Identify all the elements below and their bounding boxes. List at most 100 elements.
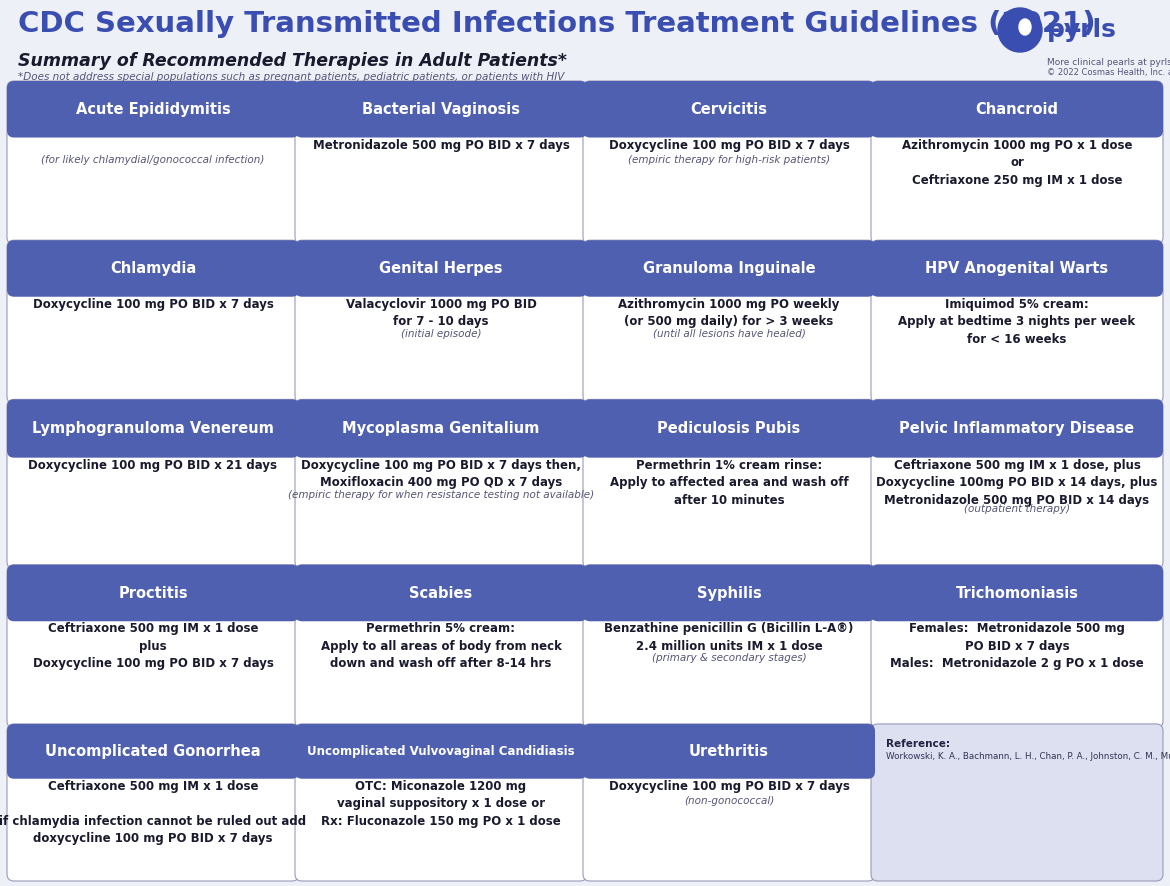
Ellipse shape <box>1019 19 1031 35</box>
Text: © 2022 Cosmas Health, Inc. and/or its affiliates. All rights reserved.: © 2022 Cosmas Health, Inc. and/or its af… <box>1047 68 1170 77</box>
Text: Trichomoniasis: Trichomoniasis <box>956 586 1079 601</box>
Text: pyrls: pyrls <box>1047 18 1117 42</box>
Bar <box>14 753 292 772</box>
Text: (outpatient therapy): (outpatient therapy) <box>964 504 1071 514</box>
Text: Doxycycline 100 mg PO BID x 7 days: Doxycycline 100 mg PO BID x 7 days <box>33 298 274 311</box>
Text: Ceftriaxone 500 mg IM x 1 dose
plus
Doxycycline 100 mg PO BID x 7 days: Ceftriaxone 500 mg IM x 1 dose plus Doxy… <box>33 622 274 671</box>
Bar <box>590 270 868 290</box>
FancyBboxPatch shape <box>7 81 300 245</box>
Text: CDC Sexually Transmitted Infections Treatment Guidelines (2021): CDC Sexually Transmitted Infections Trea… <box>18 10 1095 38</box>
Text: Doxycycline 100 mg PO BID x 7 days: Doxycycline 100 mg PO BID x 7 days <box>608 780 849 793</box>
FancyBboxPatch shape <box>7 400 300 569</box>
Text: Bacterial Vaginosis: Bacterial Vaginosis <box>362 102 519 117</box>
Text: Pediculosis Pubis: Pediculosis Pubis <box>658 421 800 436</box>
FancyBboxPatch shape <box>583 240 875 403</box>
FancyBboxPatch shape <box>295 564 587 621</box>
Text: (initial episode): (initial episode) <box>401 329 481 338</box>
Text: Cervicitis: Cervicitis <box>690 102 768 117</box>
Text: Benzathine penicillin G (Bicillin L-A®)
2.4 million units IM x 1 dose: Benzathine penicillin G (Bicillin L-A®) … <box>605 622 854 653</box>
Text: (until all lesions have healed): (until all lesions have healed) <box>653 329 805 338</box>
Text: Pelvic Inflammatory Disease: Pelvic Inflammatory Disease <box>900 421 1135 436</box>
FancyBboxPatch shape <box>870 240 1163 403</box>
FancyBboxPatch shape <box>870 240 1163 297</box>
Text: Permethrin 5% cream:
Apply to all areas of body from neck
down and wash off afte: Permethrin 5% cream: Apply to all areas … <box>321 622 562 671</box>
Bar <box>590 595 868 614</box>
Text: Summary of Recommended Therapies in Adult Patients*: Summary of Recommended Therapies in Adul… <box>18 52 567 70</box>
Text: (empiric therapy for when resistance testing not available): (empiric therapy for when resistance tes… <box>288 490 594 500</box>
Text: More clinical pearls at pyrls.com: More clinical pearls at pyrls.com <box>1047 58 1170 67</box>
FancyBboxPatch shape <box>7 240 300 297</box>
FancyBboxPatch shape <box>583 724 875 881</box>
FancyBboxPatch shape <box>870 724 1163 881</box>
Text: Lymphogranuloma Venereum: Lymphogranuloma Venereum <box>32 421 274 436</box>
Text: (non-gonococcal): (non-gonococcal) <box>684 797 775 806</box>
FancyBboxPatch shape <box>295 724 587 779</box>
Bar <box>302 270 580 290</box>
Text: Azithromycin 1000 mg PO weekly
(or 500 mg daily) for > 3 weeks: Azithromycin 1000 mg PO weekly (or 500 m… <box>618 298 840 328</box>
FancyBboxPatch shape <box>583 400 875 458</box>
FancyBboxPatch shape <box>7 564 300 621</box>
FancyBboxPatch shape <box>295 240 587 297</box>
FancyBboxPatch shape <box>7 724 300 779</box>
Bar <box>14 270 292 290</box>
Text: Scabies: Scabies <box>410 586 473 601</box>
Text: (empiric therapy for high-risk patients): (empiric therapy for high-risk patients) <box>628 155 830 165</box>
Bar <box>878 112 1156 130</box>
Text: Proctitis: Proctitis <box>118 586 188 601</box>
Text: (primary & secondary stages): (primary & secondary stages) <box>652 653 806 664</box>
Text: Valacyclovir 1000 mg PO BID
for 7 - 10 days: Valacyclovir 1000 mg PO BID for 7 - 10 d… <box>345 298 536 328</box>
Text: Mycoplasma Genitalium: Mycoplasma Genitalium <box>343 421 539 436</box>
Text: Permethrin 1% cream rinse:
Apply to affected area and wash off
after 10 minutes: Permethrin 1% cream rinse: Apply to affe… <box>610 459 848 507</box>
Text: Doxycycline 100 mg PO BID x 7 days then,
Moxifloxacin 400 mg PO QD x 7 days: Doxycycline 100 mg PO BID x 7 days then,… <box>301 459 581 489</box>
Text: Uncomplicated Gonorrhea: Uncomplicated Gonorrhea <box>46 744 261 758</box>
Text: Uncomplicated Vulvovaginal Candidiasis: Uncomplicated Vulvovaginal Candidiasis <box>308 745 574 758</box>
Text: Chancroid: Chancroid <box>976 102 1059 117</box>
Text: Genital Herpes: Genital Herpes <box>379 261 503 276</box>
FancyBboxPatch shape <box>583 81 875 245</box>
FancyBboxPatch shape <box>295 724 587 881</box>
Bar <box>878 595 1156 614</box>
FancyBboxPatch shape <box>870 81 1163 245</box>
Bar <box>14 112 292 130</box>
Text: (for likely chlamydial/gonococcal infection): (for likely chlamydial/gonococcal infect… <box>41 155 264 165</box>
Text: Azithromycin 1000 mg PO x 1 dose
or
Ceftriaxone 250 mg IM x 1 dose: Azithromycin 1000 mg PO x 1 dose or Ceft… <box>902 138 1133 187</box>
FancyBboxPatch shape <box>583 240 875 297</box>
FancyBboxPatch shape <box>870 400 1163 569</box>
Text: Metronidazole 500 mg PO BID x 7 days: Metronidazole 500 mg PO BID x 7 days <box>312 138 570 152</box>
FancyBboxPatch shape <box>295 400 587 458</box>
Bar <box>590 431 868 451</box>
Text: *Does not address special populations such as pregnant patients, pediatric patie: *Does not address special populations su… <box>18 72 564 82</box>
FancyBboxPatch shape <box>7 564 300 728</box>
Text: Ceftriaxone 500 mg IM x 1 dose

if chlamydia infection cannot be ruled out add
d: Ceftriaxone 500 mg IM x 1 dose if chlamy… <box>0 780 307 845</box>
Bar <box>302 595 580 614</box>
FancyBboxPatch shape <box>870 400 1163 458</box>
FancyBboxPatch shape <box>295 400 587 569</box>
Text: Workowski, K. A., Bachmann, L. H., Chan, P. A., Johnston, C. M., Muzny, C. A., P: Workowski, K. A., Bachmann, L. H., Chan,… <box>886 752 1170 761</box>
FancyBboxPatch shape <box>295 81 587 137</box>
Text: Granuloma Inguinale: Granuloma Inguinale <box>642 261 815 276</box>
Text: Urethritis: Urethritis <box>689 744 769 758</box>
FancyBboxPatch shape <box>295 81 587 245</box>
Bar <box>14 595 292 614</box>
Bar <box>878 270 1156 290</box>
Bar <box>14 431 292 451</box>
Bar <box>878 431 1156 451</box>
FancyBboxPatch shape <box>7 400 300 458</box>
Bar <box>590 112 868 130</box>
FancyBboxPatch shape <box>583 564 875 621</box>
FancyBboxPatch shape <box>7 81 300 137</box>
FancyBboxPatch shape <box>870 81 1163 137</box>
FancyBboxPatch shape <box>583 564 875 728</box>
FancyBboxPatch shape <box>870 564 1163 728</box>
Bar <box>302 753 580 772</box>
FancyBboxPatch shape <box>295 564 587 728</box>
Text: Chlamydia: Chlamydia <box>110 261 197 276</box>
FancyBboxPatch shape <box>583 400 875 569</box>
FancyBboxPatch shape <box>583 81 875 137</box>
Text: Reference:: Reference: <box>886 739 950 749</box>
FancyBboxPatch shape <box>583 724 875 779</box>
Text: Doxycycline 100 mg PO BID x 7 days: Doxycycline 100 mg PO BID x 7 days <box>608 138 849 152</box>
Circle shape <box>998 8 1042 52</box>
FancyBboxPatch shape <box>7 724 300 881</box>
FancyBboxPatch shape <box>295 240 587 403</box>
